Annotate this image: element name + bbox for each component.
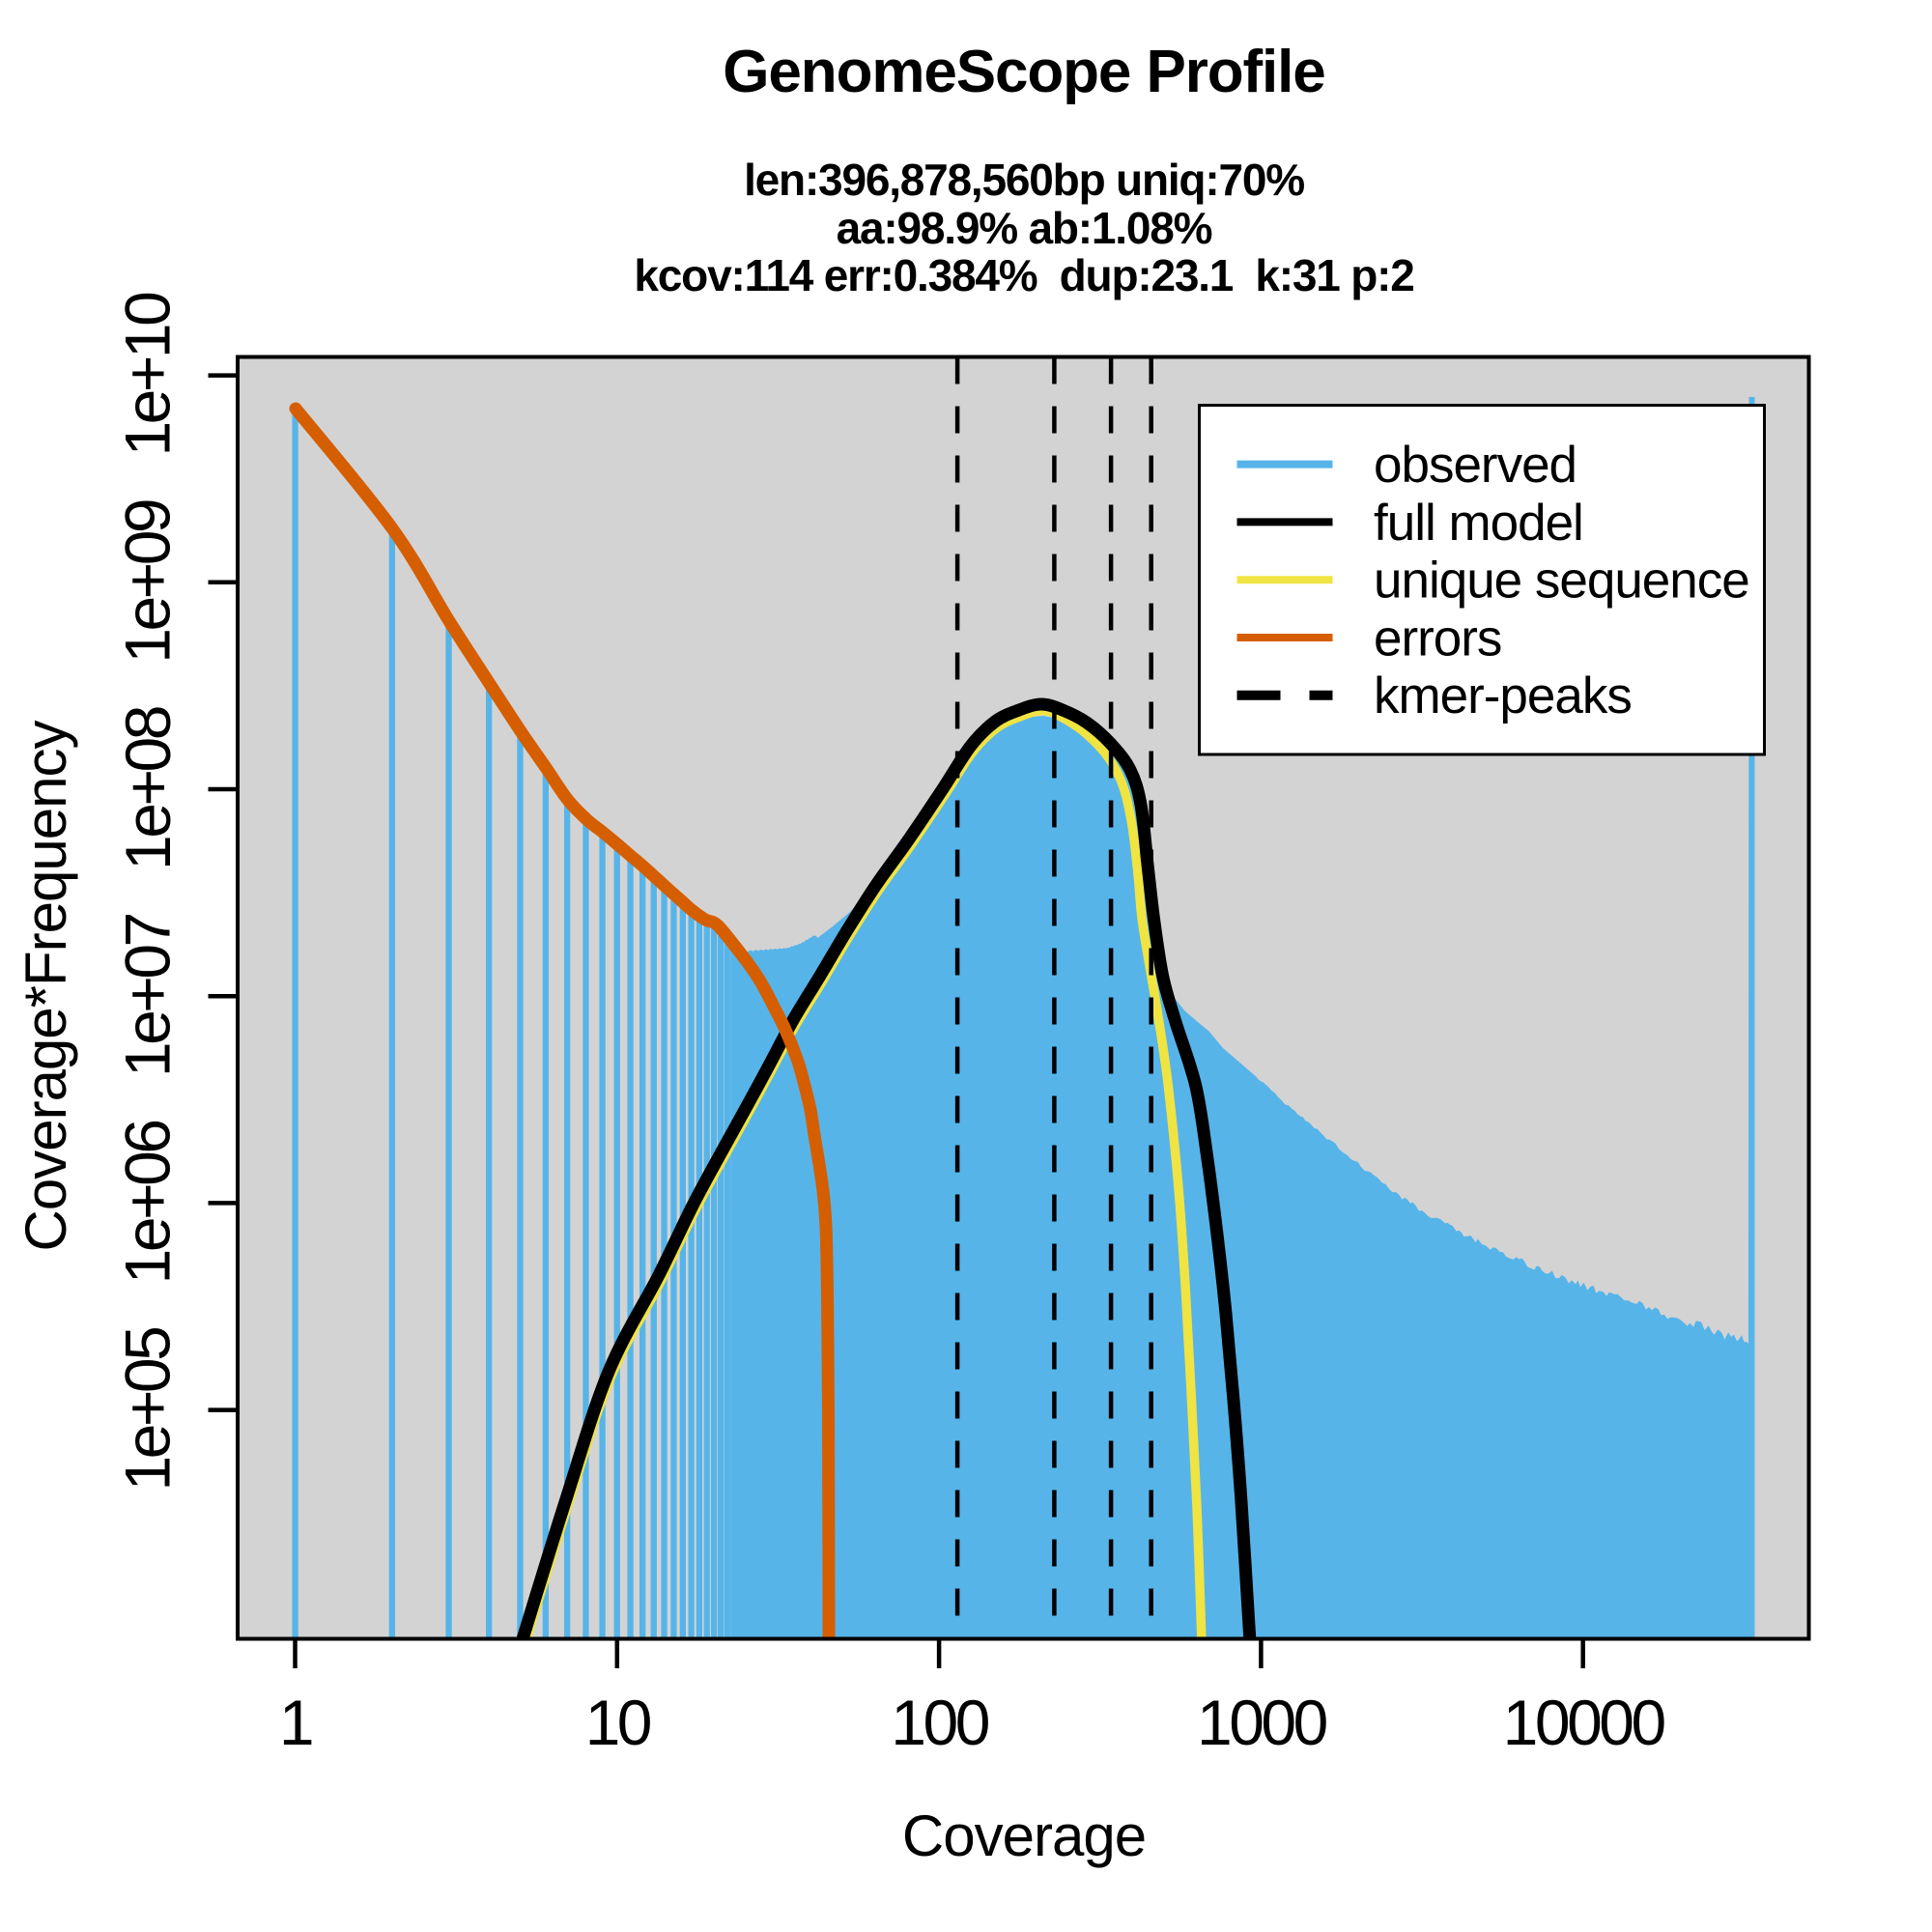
- svg-text:1e+07: 1e+07: [112, 914, 184, 1077]
- svg-text:full model: full model: [1374, 495, 1583, 552]
- svg-text:len:396,878,560bp uniq:70%: len:396,878,560bp uniq:70%: [744, 155, 1304, 205]
- svg-text:1e+08: 1e+08: [112, 707, 184, 870]
- svg-text:10000: 10000: [1503, 1687, 1665, 1758]
- svg-text:unique sequence: unique sequence: [1374, 553, 1749, 610]
- svg-text:100: 100: [891, 1687, 988, 1758]
- svg-text:1e+10: 1e+10: [112, 293, 184, 457]
- svg-text:GenomeScope Profile: GenomeScope Profile: [723, 39, 1324, 105]
- svg-text:kmer-peaks: kmer-peaks: [1374, 668, 1632, 724]
- svg-text:observed: observed: [1374, 437, 1577, 494]
- svg-text:Coverage*Frequency: Coverage*Frequency: [14, 721, 78, 1252]
- svg-text:aa:98.9% ab:1.08%: aa:98.9% ab:1.08%: [837, 203, 1212, 253]
- svg-text:10: 10: [585, 1687, 651, 1758]
- svg-text:1e+06: 1e+06: [112, 1122, 184, 1285]
- svg-text:Coverage: Coverage: [902, 1804, 1146, 1868]
- svg-text:1e+09: 1e+09: [112, 500, 184, 664]
- svg-text:1000: 1000: [1197, 1687, 1327, 1758]
- svg-text:errors: errors: [1374, 611, 1501, 668]
- svg-text:kcov:114 err:0.384% dup:23.1: kcov:114 err:0.384% dup:23.1 k:31 p:2: [634, 250, 1413, 300]
- svg-text:1e+05: 1e+05: [112, 1328, 184, 1492]
- svg-text:1: 1: [279, 1687, 312, 1758]
